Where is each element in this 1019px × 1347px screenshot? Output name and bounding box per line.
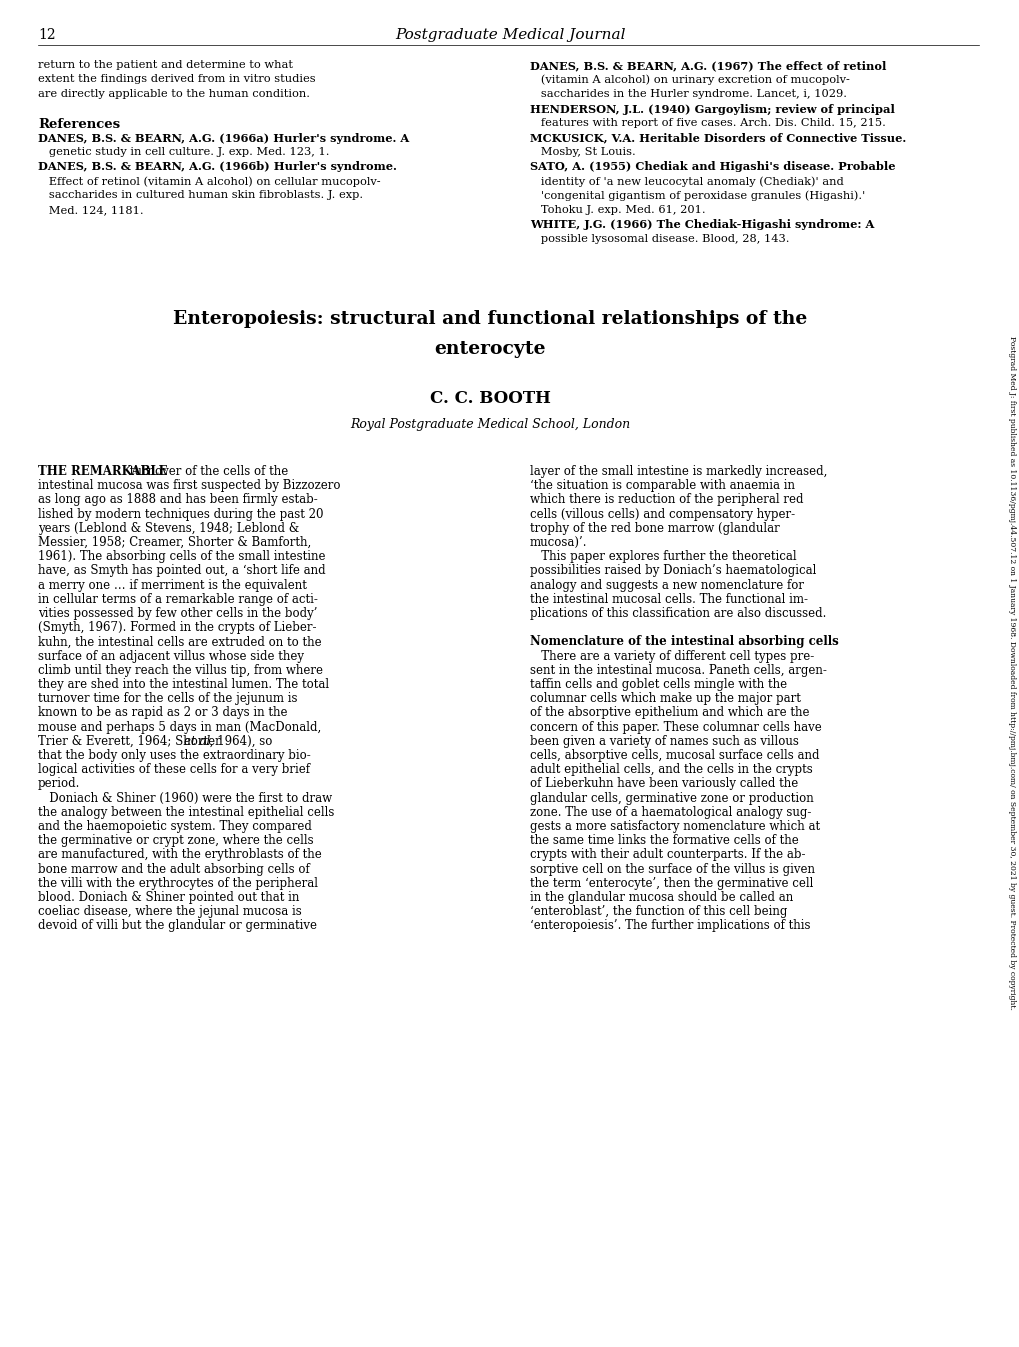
Text: gests a more satisfactory nomenclature which at: gests a more satisfactory nomenclature w… [530,820,819,832]
Text: mouse and perhaps 5 days in man (MacDonald,: mouse and perhaps 5 days in man (MacDona… [38,721,321,734]
Text: surface of an adjacent villus whose side they: surface of an adjacent villus whose side… [38,649,304,663]
Text: cells (villous cells) and compensatory hyper-: cells (villous cells) and compensatory h… [530,508,795,520]
Text: zone. The use of a haematological analogy sug-: zone. The use of a haematological analog… [530,806,810,819]
Text: possibilities raised by Doniach’s haematological: possibilities raised by Doniach’s haemat… [530,564,815,578]
Text: References: References [38,119,120,131]
Text: turnover of the cells of the: turnover of the cells of the [126,465,288,478]
Text: et al: et al [183,735,210,748]
Text: crypts with their adult counterparts. If the ab-: crypts with their adult counterparts. If… [530,849,805,861]
Text: Postgrad Med J: first published as 10.1136/pgmj.44.507.12 on 1 January 1968. Dow: Postgrad Med J: first published as 10.11… [1007,335,1015,1010]
Text: WHITE, J.G. (1966) The Chediak-Higashi syndrome: A: WHITE, J.G. (1966) The Chediak-Higashi s… [530,220,873,230]
Text: are manufactured, with the erythroblasts of the: are manufactured, with the erythroblasts… [38,849,321,861]
Text: adult epithelial cells, and the cells in the crypts: adult epithelial cells, and the cells in… [530,764,812,776]
Text: sorptive cell on the surface of the villus is given: sorptive cell on the surface of the vill… [530,862,814,876]
Text: which there is reduction of the peripheral red: which there is reduction of the peripher… [530,493,803,506]
Text: years (Leblond & Stevens, 1948; Leblond &: years (Leblond & Stevens, 1948; Leblond … [38,521,299,535]
Text: ‘enteroblast’, the function of this cell being: ‘enteroblast’, the function of this cell… [530,905,787,919]
Text: blood. Doniach & Shiner pointed out that in: blood. Doniach & Shiner pointed out that… [38,890,300,904]
Text: period.: period. [38,777,81,791]
Text: turnover time for the cells of the jejunum is: turnover time for the cells of the jejun… [38,692,298,706]
Text: glandular cells, germinative zone or production: glandular cells, germinative zone or pro… [530,792,813,804]
Text: the villi with the erythrocytes of the peripheral: the villi with the erythrocytes of the p… [38,877,318,890]
Text: saccharides in cultured human skin fibroblasts. J. exp.: saccharides in cultured human skin fibro… [38,190,363,201]
Text: SATO, A. (1955) Chediak and Higashi's disease. Probable: SATO, A. (1955) Chediak and Higashi's di… [530,162,895,172]
Text: Postgraduate Medical Journal: Postgraduate Medical Journal [394,28,625,42]
Text: kuhn, the intestinal cells are extruded on to the: kuhn, the intestinal cells are extruded … [38,636,321,648]
Text: of the absorptive epithelium and which are the: of the absorptive epithelium and which a… [530,706,809,719]
Text: in cellular terms of a remarkable range of acti-: in cellular terms of a remarkable range … [38,593,318,606]
Text: saccharides in the Hurler syndrome. Lancet, i, 1029.: saccharides in the Hurler syndrome. Lanc… [530,89,846,98]
Text: C. C. BOOTH: C. C. BOOTH [429,391,550,407]
Text: trophy of the red bone marrow (glandular: trophy of the red bone marrow (glandular [530,521,779,535]
Text: 12: 12 [38,28,56,42]
Text: possible lysosomal disease. Blood, 28, 143.: possible lysosomal disease. Blood, 28, 1… [530,234,789,244]
Text: concern of this paper. These columnar cells have: concern of this paper. These columnar ce… [530,721,821,734]
Text: ., 1964), so: ., 1964), so [206,735,272,748]
Text: known to be as rapid as 2 or 3 days in the: known to be as rapid as 2 or 3 days in t… [38,706,287,719]
Text: logical activities of these cells for a very brief: logical activities of these cells for a … [38,764,310,776]
Text: THE REMARKABLE: THE REMARKABLE [38,465,167,478]
Text: the germinative or crypt zone, where the cells: the germinative or crypt zone, where the… [38,834,313,847]
Text: Med. 124, 1181.: Med. 124, 1181. [38,205,144,216]
Text: columnar cells which make up the major part: columnar cells which make up the major p… [530,692,800,706]
Text: Tohoku J. exp. Med. 61, 201.: Tohoku J. exp. Med. 61, 201. [530,205,705,216]
Text: (vitamin A alcohol) on urinary excretion of mucopolv-: (vitamin A alcohol) on urinary excretion… [530,74,849,85]
Text: the intestinal mucosal cells. The functional im-: the intestinal mucosal cells. The functi… [530,593,807,606]
Text: analogy and suggests a new nomenclature for: analogy and suggests a new nomenclature … [530,579,803,591]
Text: bone marrow and the adult absorbing cells of: bone marrow and the adult absorbing cell… [38,862,310,876]
Text: intestinal mucosa was first suspected by Bizzozero: intestinal mucosa was first suspected by… [38,480,340,492]
Text: genetic study in cell culture. J. exp. Med. 123, 1.: genetic study in cell culture. J. exp. M… [38,147,329,158]
Text: HENDERSON, J.L. (1940) Gargoylism; review of principal: HENDERSON, J.L. (1940) Gargoylism; revie… [530,104,894,114]
Text: taffin cells and goblet cells mingle with the: taffin cells and goblet cells mingle wit… [530,678,787,691]
Text: 'congenital gigantism of peroxidase granules (Higashi).': 'congenital gigantism of peroxidase gran… [530,190,864,201]
Text: Royal Postgraduate Medical School, London: Royal Postgraduate Medical School, Londo… [350,418,630,431]
Text: the analogy between the intestinal epithelial cells: the analogy between the intestinal epith… [38,806,334,819]
Text: Trier & Everett, 1964; Shorter: Trier & Everett, 1964; Shorter [38,735,224,748]
Text: Messier, 1958; Creamer, Shorter & Bamforth,: Messier, 1958; Creamer, Shorter & Bamfor… [38,536,311,550]
Text: have, as Smyth has pointed out, a ‘short life and: have, as Smyth has pointed out, a ‘short… [38,564,325,578]
Text: identity of 'a new leucocytal anomaly (Chediak)' and: identity of 'a new leucocytal anomaly (C… [530,176,843,187]
Text: they are shed into the intestinal lumen. The total: they are shed into the intestinal lumen.… [38,678,329,691]
Text: of Lieberkuhn have been variously called the: of Lieberkuhn have been variously called… [530,777,798,791]
Text: been given a variety of names such as villous: been given a variety of names such as vi… [530,735,798,748]
Text: This paper explores further the theoretical: This paper explores further the theoreti… [530,550,796,563]
Text: enterocyte: enterocyte [434,339,545,358]
Text: layer of the small intestine is markedly increased,: layer of the small intestine is markedly… [530,465,826,478]
Text: and the haemopoietic system. They compared: and the haemopoietic system. They compar… [38,820,312,832]
Text: Nomenclature of the intestinal absorbing cells: Nomenclature of the intestinal absorbing… [530,636,838,648]
Text: sent in the intestinal mucosa. Paneth cells, argen-: sent in the intestinal mucosa. Paneth ce… [530,664,826,676]
Text: the same time links the formative cells of the: the same time links the formative cells … [530,834,798,847]
Text: Mosby, St Louis.: Mosby, St Louis. [530,147,635,158]
Text: 1961). The absorbing cells of the small intestine: 1961). The absorbing cells of the small … [38,550,325,563]
Text: devoid of villi but the glandular or germinative: devoid of villi but the glandular or ger… [38,920,317,932]
Text: (Smyth, 1967). Formed in the crypts of Lieber-: (Smyth, 1967). Formed in the crypts of L… [38,621,316,634]
Text: coeliac disease, where the jejunal mucosa is: coeliac disease, where the jejunal mucos… [38,905,302,919]
Text: return to the patient and determine to what: return to the patient and determine to w… [38,61,292,70]
Text: ‘enteropoiesis’. The further implications of this: ‘enteropoiesis’. The further implication… [530,920,810,932]
Text: plications of this classification are also discussed.: plications of this classification are al… [530,607,825,620]
Text: in the glandular mucosa should be called an: in the glandular mucosa should be called… [530,890,793,904]
Text: climb until they reach the villus tip, from where: climb until they reach the villus tip, f… [38,664,323,676]
Text: DANES, B.S. & BEARN, A.G. (1967) The effect of retinol: DANES, B.S. & BEARN, A.G. (1967) The eff… [530,61,886,71]
Text: a merry one … if merriment is the equivalent: a merry one … if merriment is the equiva… [38,579,307,591]
Text: extent the findings derived from in vitro studies: extent the findings derived from in vitr… [38,74,315,85]
Text: DANES, B.S. & BEARN, A.G. (1966b) Hurler's syndrome.: DANES, B.S. & BEARN, A.G. (1966b) Hurler… [38,162,396,172]
Text: MCKUSICK, V.A. Heritable Disorders of Connective Tissue.: MCKUSICK, V.A. Heritable Disorders of Co… [530,132,905,144]
Text: Doniach & Shiner (1960) were the first to draw: Doniach & Shiner (1960) were the first t… [38,792,332,804]
Text: Effect of retinol (vitamin A alcohol) on cellular mucopolv-: Effect of retinol (vitamin A alcohol) on… [38,176,380,187]
Text: ‘the situation is comparable with anaemia in: ‘the situation is comparable with anaemi… [530,480,794,492]
Text: are directly applicable to the human condition.: are directly applicable to the human con… [38,89,310,98]
Text: DANES, B.S. & BEARN, A.G. (1966a) Hurler's syndrome. A: DANES, B.S. & BEARN, A.G. (1966a) Hurler… [38,132,409,144]
Text: cells, absorptive cells, mucosal surface cells and: cells, absorptive cells, mucosal surface… [530,749,818,762]
Text: that the body only uses the extraordinary bio-: that the body only uses the extraordinar… [38,749,311,762]
Text: as long ago as 1888 and has been firmly estab-: as long ago as 1888 and has been firmly … [38,493,318,506]
Text: There are a variety of different cell types pre-: There are a variety of different cell ty… [530,649,813,663]
Text: lished by modern techniques during the past 20: lished by modern techniques during the p… [38,508,323,520]
Text: Enteropoiesis: structural and functional relationships of the: Enteropoiesis: structural and functional… [172,310,806,329]
Text: features with report of five cases. Arch. Dis. Child. 15, 215.: features with report of five cases. Arch… [530,119,886,128]
Text: vities possessed by few other cells in the body’: vities possessed by few other cells in t… [38,607,317,620]
Text: mucosa)’.: mucosa)’. [530,536,587,550]
Text: the term ‘enterocyte’, then the germinative cell: the term ‘enterocyte’, then the germinat… [530,877,812,890]
